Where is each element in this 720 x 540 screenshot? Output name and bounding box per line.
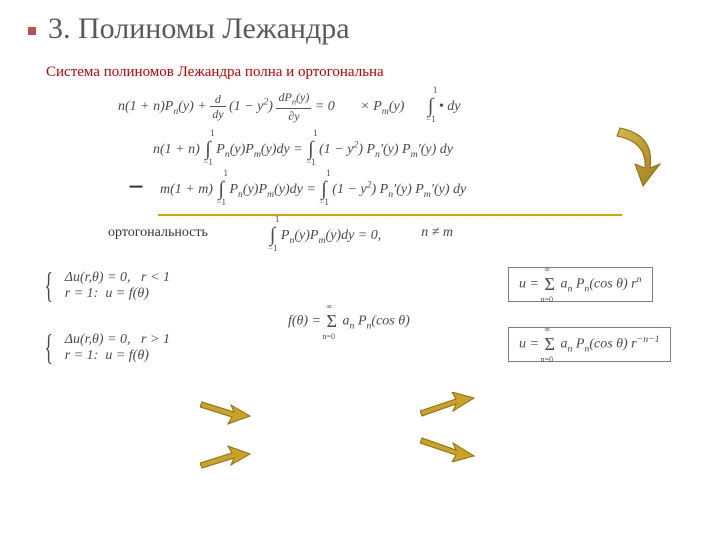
solution-outer-box: u = ∞Σn=0 an Pn(cos θ) r−n−1 [508, 327, 671, 362]
system-outer: { Δu(r,θ) = 0, r > 1 r = 1: u = f(θ) [40, 331, 170, 363]
curved-arrow-icon [605, 120, 665, 190]
eq-orthogonality-cond: n ≠ m [421, 225, 453, 241]
equations-block: n(1 + n)Pn(y) + ddy (1 − y2) dPn(y)∂y = … [28, 91, 692, 449]
eq-ode: n(1 + n)Pn(y) + ddy (1 − y2) dPn(y)∂y = … [118, 99, 338, 114]
system-inner: { Δu(r,θ) = 0, r < 1 r = 1: u = f(θ) [40, 269, 170, 301]
arrow-3-icon [420, 392, 476, 422]
system-outer-l1: Δu(r,θ) = 0, r > 1 [65, 332, 170, 348]
solution-inner-box: u = ∞Σn=0 an Pn(cos θ) rn [508, 267, 653, 302]
system-inner-l2: r = 1: u = f(θ) [65, 286, 170, 302]
eq-orthogonality: 1∫−1 Pn(y)Pm(y)dy = 0, [268, 222, 381, 246]
arrow-2-icon [200, 444, 252, 472]
eq-line-3: m(1 + m) 1∫−1 Pn(y)Pm(y)dy = 1∫−1 (1 − y… [160, 176, 466, 200]
title-bullet [28, 27, 36, 35]
eq-int-dot: 1∫−1 • dy [426, 99, 461, 114]
orthogonality-label: ортогональность [108, 225, 208, 241]
system-inner-l1: Δu(r,θ) = 0, r < 1 [65, 270, 170, 286]
system-outer-l2: r = 1: u = f(θ) [65, 348, 170, 364]
divider [158, 214, 622, 216]
arrow-4-icon [420, 432, 476, 462]
eq-fourier-series: f(θ) = ∞Σn=0 an Pn(cos θ) [288, 311, 410, 332]
subtitle: Система полиномов Лежандра полна и ортог… [46, 64, 692, 81]
eq-line-2: n(1 + n) 1∫−1 Pn(y)Pm(y)dy = 1∫−1 (1 − y… [153, 142, 453, 157]
arrow-1-icon [200, 398, 252, 426]
eq-multiply: × Pm(y) [360, 99, 408, 114]
title-row: 3. Полиномы Лежандра [28, 12, 692, 46]
page-title: 3. Полиномы Лежандра [48, 12, 350, 46]
big-minus: − [128, 172, 144, 204]
